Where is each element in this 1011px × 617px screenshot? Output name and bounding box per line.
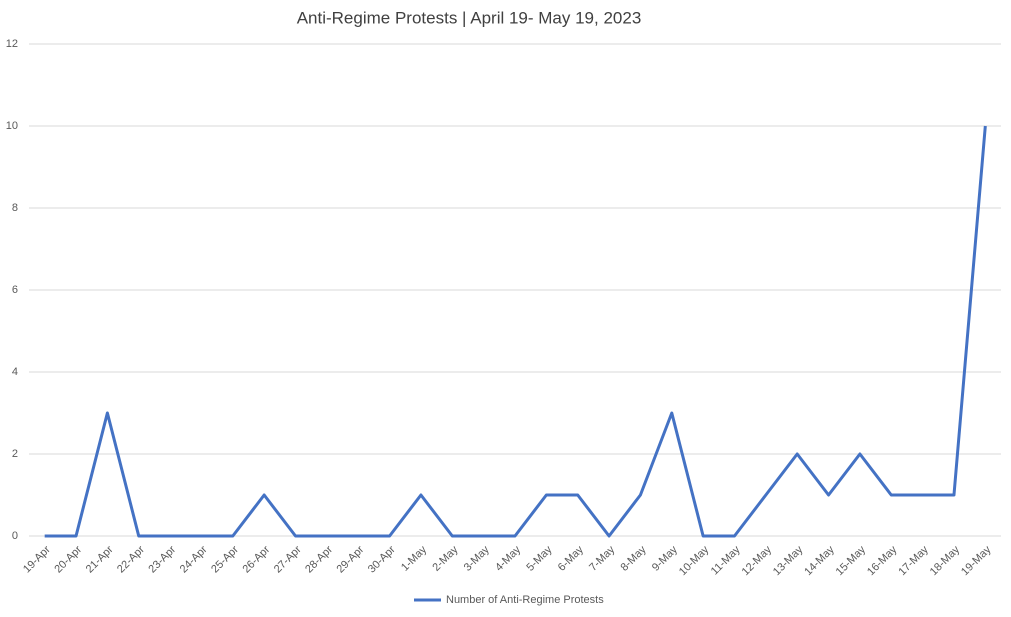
- x-tick-label: 5-May: [524, 543, 554, 573]
- x-tick-label: 1-May: [399, 543, 429, 573]
- x-tick-label: 16-May: [865, 543, 900, 578]
- x-tick-label: 17-May: [896, 543, 931, 578]
- x-tick-label: 27-Apr: [272, 543, 304, 575]
- x-tick-label: 15-May: [834, 543, 869, 578]
- x-tick-label: 18-May: [928, 543, 963, 578]
- x-tick-label: 12-May: [740, 543, 775, 578]
- x-tick-label: 26-Apr: [240, 543, 272, 575]
- x-tick-label: 10-May: [677, 543, 712, 578]
- x-tick-label: 19-May: [959, 543, 994, 578]
- x-tick-label: 25-Apr: [209, 543, 241, 575]
- y-tick-label: 4: [12, 366, 18, 378]
- y-tick-label: 6: [12, 284, 18, 296]
- x-tick-label: 24-Apr: [178, 543, 210, 575]
- x-tick-label: 14-May: [802, 543, 837, 578]
- y-tick-label: 10: [6, 120, 18, 132]
- x-tick-label: 19-Apr: [21, 543, 53, 575]
- y-tick-label: 0: [12, 530, 18, 542]
- x-tick-label: 20-Apr: [52, 543, 84, 575]
- x-tick-label: 6-May: [556, 543, 586, 573]
- x-tick-label: 23-Apr: [146, 543, 178, 575]
- x-tick-label: 8-May: [618, 543, 648, 573]
- x-tick-label: 29-Apr: [335, 543, 367, 575]
- legend-label: Number of Anti-Regime Protests: [446, 594, 604, 606]
- x-tick-label: 4-May: [493, 543, 523, 573]
- x-tick-label: 7-May: [587, 543, 617, 573]
- chart-title: Anti-Regime Protests | April 19- May 19,…: [297, 8, 642, 27]
- x-tick-label: 21-Apr: [84, 543, 116, 575]
- x-tick-label: 13-May: [771, 543, 806, 578]
- x-tick-label: 2-May: [430, 543, 460, 573]
- x-tick-label: 9-May: [650, 543, 680, 573]
- y-tick-label: 12: [6, 38, 18, 50]
- x-tick-label: 22-Apr: [115, 543, 147, 575]
- x-tick-label: 11-May: [709, 543, 743, 577]
- x-tick-label: 28-Apr: [303, 543, 335, 575]
- x-tick-label: 30-Apr: [366, 543, 398, 575]
- y-tick-label: 8: [12, 202, 18, 214]
- line: [44, 125, 987, 538]
- x-tick-label: 3-May: [462, 543, 492, 573]
- y-tick-label: 2: [12, 448, 18, 460]
